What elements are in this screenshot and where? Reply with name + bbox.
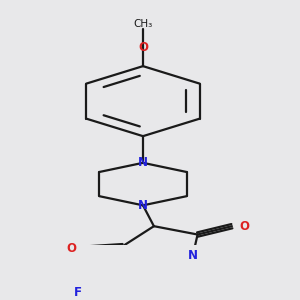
Text: O: O <box>66 242 76 255</box>
Text: F: F <box>74 286 82 299</box>
Text: N: N <box>138 156 148 169</box>
Text: N: N <box>138 199 148 212</box>
Text: N: N <box>188 249 198 262</box>
Text: O: O <box>138 41 148 54</box>
Text: CH₃: CH₃ <box>134 20 153 29</box>
Text: O: O <box>239 220 249 233</box>
